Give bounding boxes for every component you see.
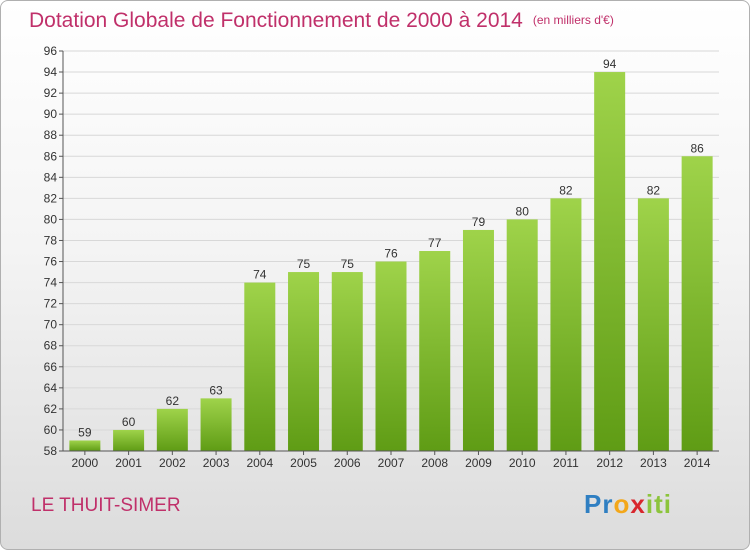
logo-letter: x	[630, 489, 646, 519]
y-tick-label: 88	[44, 128, 58, 142]
data-label: 94	[603, 57, 617, 71]
y-tick-label: 60	[44, 423, 58, 437]
x-axis: 2000 2001 2002 2003 2004 2005 2006 2007 2008 2009…	[63, 450, 719, 470]
y-tick-label: 68	[44, 339, 58, 353]
data-label: 80	[516, 204, 530, 218]
y-tick-label: 82	[44, 191, 58, 205]
data-label: 76	[384, 247, 398, 261]
y-tick-label: 78	[44, 233, 58, 247]
data-label: 77	[428, 236, 442, 250]
chart-title-text: Dotation Globale de Fonctionnement de 20…	[29, 9, 523, 32]
bar	[200, 398, 232, 451]
logo-letter: o	[613, 489, 631, 519]
bar	[550, 198, 582, 451]
data-label: 82	[647, 183, 661, 197]
bar	[244, 282, 276, 451]
y-tick-label: 62	[44, 402, 58, 416]
chart-unit: (en milliers d'€)	[532, 13, 614, 27]
data-label: 74	[253, 268, 267, 282]
y-tick-label: 66	[44, 360, 58, 374]
y-tick-label: 90	[44, 107, 58, 121]
logo-letter: t	[654, 489, 664, 519]
x-tick-label: 2008	[421, 456, 448, 470]
y-tick-label: 80	[44, 212, 58, 226]
bar	[156, 408, 188, 451]
bar	[69, 440, 101, 451]
x-tick-label: 2009	[465, 456, 492, 470]
data-label: 75	[297, 257, 311, 271]
x-tick-label: 2000	[72, 456, 99, 470]
logo-letter: i	[645, 489, 655, 519]
bar	[462, 229, 494, 451]
data-label: 82	[559, 183, 573, 197]
x-tick-label: 2006	[334, 456, 361, 470]
y-tick-label: 76	[44, 255, 58, 269]
proxiti-logo: Proxiti	[584, 489, 672, 520]
x-tick-label: 2003	[203, 456, 230, 470]
data-label: 75	[341, 257, 355, 271]
bar	[288, 272, 320, 451]
data-label: 86	[690, 141, 704, 155]
bar	[506, 219, 538, 451]
data-label: 79	[472, 215, 486, 229]
bar	[419, 251, 451, 451]
y-tick-label: 96	[44, 44, 58, 58]
y-tick-label: 70	[44, 318, 58, 332]
y-tick-label: 74	[44, 276, 58, 290]
bar	[594, 72, 626, 451]
x-tick-label: 2013	[640, 456, 667, 470]
data-label: 60	[122, 415, 136, 429]
y-axis: 58 60 62 64 66 68 70 72 74 76 78 80 82 84 86 88 90 92 94 96	[44, 44, 64, 458]
y-tick-label: 72	[44, 297, 58, 311]
x-tick-label: 2001	[115, 456, 142, 470]
logo-letter: i	[663, 489, 672, 519]
y-tick-label: 94	[44, 65, 58, 79]
x-tick-label: 2010	[509, 456, 536, 470]
chart-title: Dotation Globale de Fonctionnement de 20…	[29, 9, 614, 33]
data-label: 62	[166, 394, 180, 408]
logo-letter: P	[584, 489, 603, 519]
bar	[637, 198, 669, 451]
x-tick-label: 2011	[553, 456, 579, 470]
y-tick-label: 86	[44, 149, 58, 163]
y-tick-label: 92	[44, 86, 58, 100]
x-tick-label: 2012	[596, 456, 623, 470]
data-label: 63	[209, 383, 223, 397]
y-tick-label: 64	[44, 381, 58, 395]
logo-letter: r	[602, 489, 614, 519]
bar	[331, 272, 363, 451]
bar	[375, 261, 407, 451]
commune-name: LE THUIT-SIMER	[31, 495, 181, 516]
y-tick-label: 84	[44, 170, 58, 184]
y-tick-label: 58	[44, 444, 58, 458]
x-tick-label: 2014	[684, 456, 711, 470]
bar	[681, 156, 713, 451]
bars: 59 60 62 63 74 75 75 76 77 79 80 82 94 82 86	[69, 57, 713, 451]
x-tick-label: 2004	[246, 456, 273, 470]
x-tick-label: 2005	[290, 456, 317, 470]
bar	[113, 429, 145, 451]
x-tick-label: 2002	[159, 456, 186, 470]
x-tick-label: 2007	[378, 456, 405, 470]
data-label: 59	[78, 425, 92, 439]
